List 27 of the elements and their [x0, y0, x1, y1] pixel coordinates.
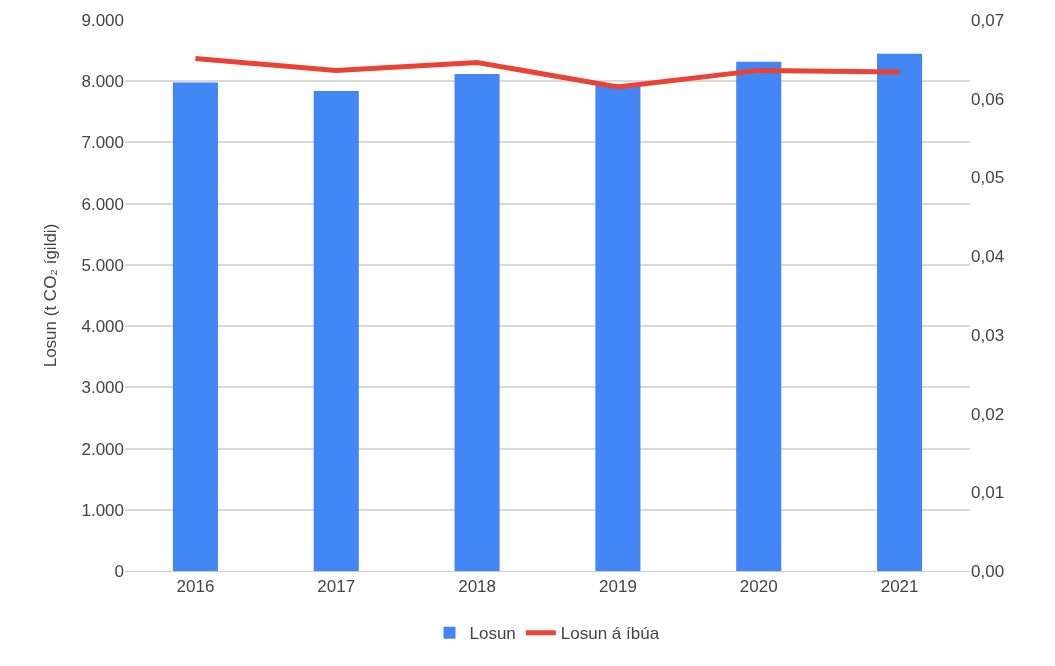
y-axis-title: Losun (t CO₂ ígildi)	[41, 223, 60, 368]
x-tick-label: 2020	[739, 577, 778, 597]
y-tick-label: 4.000	[81, 317, 124, 337]
x-tick-label: 2016	[176, 577, 215, 597]
y2-tick-label: 0,07	[971, 10, 1005, 30]
x-tick-label: 2017	[317, 577, 356, 597]
y2-tick-label: 0,01	[971, 483, 1005, 503]
y-tick-label: 9.000	[81, 10, 124, 30]
y-tick-label: 3.000	[81, 378, 124, 398]
y-tick-label: 5.000	[81, 255, 124, 275]
y-tick-label: 6.000	[81, 194, 124, 214]
y-tick-label: 1.000	[81, 500, 124, 520]
legend-label: Losun á íbúa	[560, 624, 660, 644]
y2-tick-label: 0,05	[971, 168, 1005, 188]
y-tick-label: 2.000	[81, 439, 124, 459]
x-tick-label: 2019	[599, 577, 637, 597]
legend-label: Losun	[469, 624, 516, 644]
y-tick-label: 0	[114, 561, 124, 581]
x-tick-label: 2018	[458, 577, 496, 597]
y2-tick-label: 0,00	[971, 561, 1005, 581]
y2-tick-label: 0,03	[971, 325, 1005, 345]
y2-tick-label: 0,06	[971, 89, 1005, 109]
x-tick-label: 2021	[880, 577, 919, 597]
y2-tick-label: 0,04	[971, 247, 1005, 267]
y-tick-label: 7.000	[81, 133, 124, 153]
y2-tick-label: 0,02	[971, 404, 1005, 424]
y-tick-label: 8.000	[81, 72, 124, 92]
